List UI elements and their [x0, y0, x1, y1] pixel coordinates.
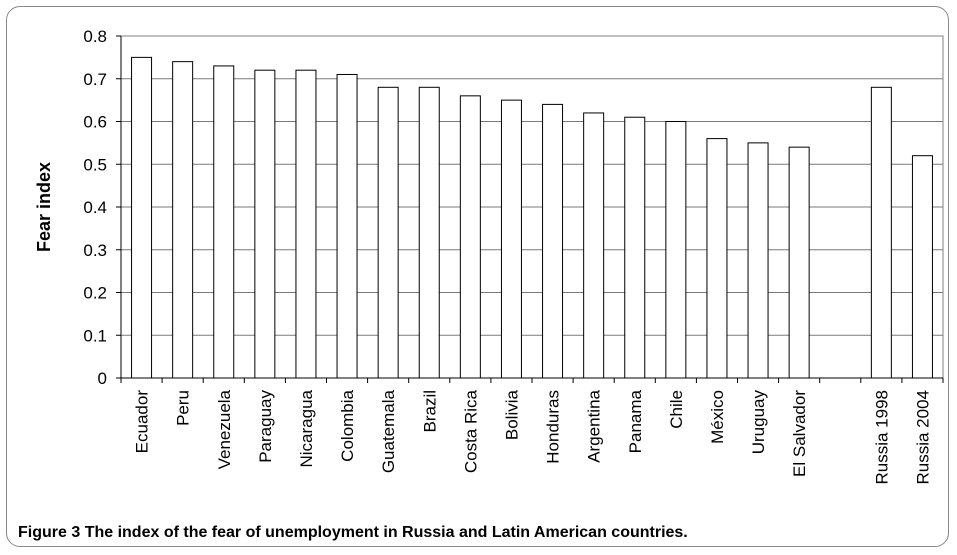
y-tick-label: 0.4 [83, 198, 107, 217]
y-tick-label: 0.8 [83, 27, 107, 46]
x-tick-label: Brazil [420, 390, 439, 433]
bar [911, 155, 933, 379]
x-tick-label: Colombia [338, 389, 357, 461]
bar [583, 112, 605, 379]
bar [747, 142, 769, 379]
bar [542, 103, 564, 379]
caption-text: The index of the fear of unemployment in… [84, 524, 688, 541]
bar [336, 73, 358, 379]
x-tick-label: Uruguay [749, 390, 768, 455]
figure-number: Figure 3 [18, 524, 81, 541]
y-tick-label: 0.1 [83, 326, 107, 345]
bars [131, 56, 933, 379]
x-tick-label: El Salvador [790, 390, 809, 477]
y-tick-label: 0 [98, 369, 107, 388]
y-tick-label: 0.6 [83, 113, 107, 132]
x-tick-label: Nicaragua [297, 389, 316, 467]
bar [624, 116, 646, 379]
x-tick-labels: Ecuador Peru Venezuela Paraguay Nicaragua Col… [133, 389, 933, 484]
bar [500, 99, 522, 379]
x-tick-label: Venezuela [215, 389, 234, 469]
y-tick-label: 0.3 [83, 241, 107, 260]
x-tick-label: Peru [174, 390, 193, 426]
bar [254, 69, 276, 379]
x-tick-label: Paraguay [256, 390, 275, 463]
y-axis-label: Fear index [34, 162, 54, 252]
x-tick-label: Ecuador [133, 390, 152, 454]
x-tick-label: Chile [667, 390, 686, 429]
y-tick-label: 0.7 [83, 70, 107, 89]
bar [172, 61, 194, 379]
x-tick-label: Russia 1998 [872, 390, 891, 485]
axes [116, 35, 944, 383]
gridlines [121, 35, 943, 336]
x-tick-label: Costa Rica [461, 389, 480, 473]
y-tick-label: 0.5 [83, 155, 107, 174]
bar [418, 86, 440, 379]
x-tick-label: Guatemala [379, 389, 398, 473]
figure-caption: Figure 3 The index of the fear of unempl… [18, 524, 688, 542]
bar [706, 138, 728, 379]
bar [213, 65, 235, 379]
x-tick-label: Honduras [544, 390, 563, 464]
bar [665, 121, 687, 379]
x-tick-label: Bolivia [502, 389, 521, 440]
x-tick-label: Panama [626, 389, 645, 453]
bar [131, 56, 153, 379]
x-tick-label: México [708, 390, 727, 444]
bar [459, 95, 481, 379]
x-tick-label: Russia 2004 [913, 390, 932, 485]
y-tick-labels: 0 0.1 0.2 0.3 0.4 0.5 0.6 0.7 0.8 [83, 27, 107, 388]
bar [788, 146, 810, 379]
y-tick-label: 0.2 [83, 284, 107, 303]
bar [377, 86, 399, 379]
bar [295, 69, 317, 379]
bar [870, 86, 892, 379]
x-tick-label: Argentina [585, 389, 604, 462]
